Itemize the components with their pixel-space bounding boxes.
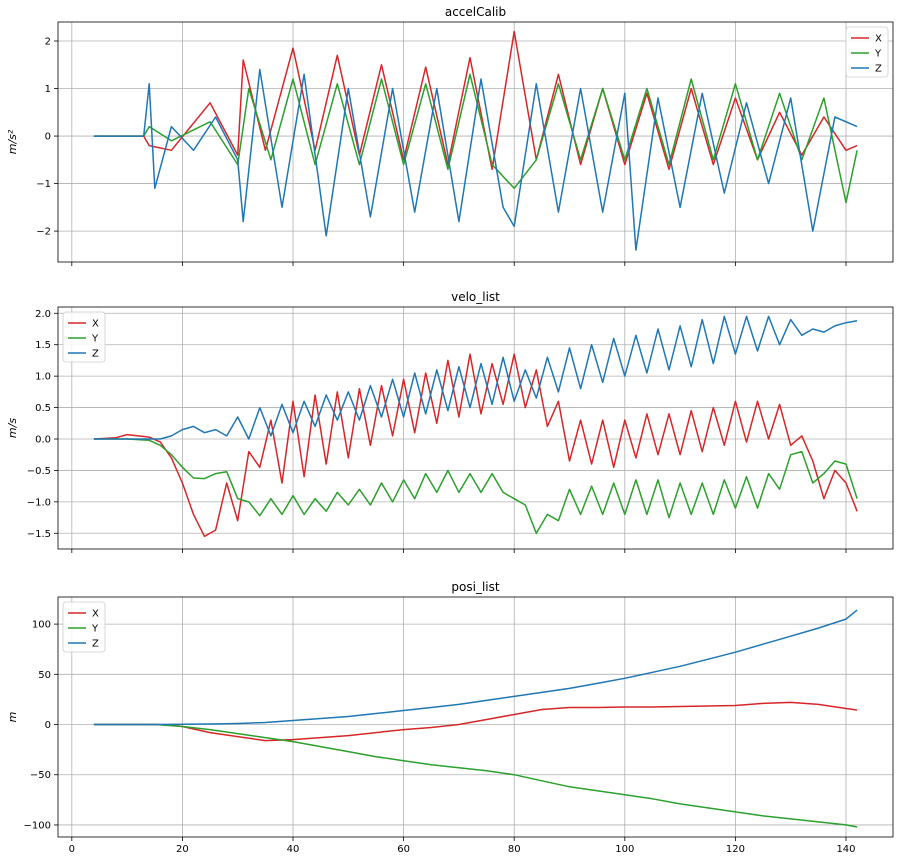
legend-box [62, 311, 106, 363]
legend-label-y: Y [91, 624, 99, 635]
series-line-x [93, 701, 858, 742]
series-line-y [93, 723, 858, 828]
y-tick-label: 1.0 [35, 372, 51, 383]
y-tick-label: 100 [32, 620, 51, 631]
legend-label-z: Z [92, 349, 99, 360]
legend-box [845, 26, 889, 78]
series-line-z [93, 609, 858, 726]
y-tick-label: −100 [24, 820, 51, 831]
legend-label-x: X [875, 34, 882, 45]
panel-0: −2 −1 0 1 2 accelCalib m/s² XYZ [6, 5, 894, 266]
legend-label-x: X [92, 319, 99, 330]
y-tick-label: 0 [45, 132, 51, 143]
panel-2: 0 20 40 60 80 100 120 140 −100 −50 0 50 100 posi_list… [6, 580, 894, 855]
legend-label-z: Z [92, 639, 99, 650]
y-tick-label: 2.0 [35, 309, 51, 320]
y-tick-label: −0.5 [27, 466, 51, 477]
y-axis-label: m/s [6, 418, 19, 438]
series-line-z [93, 315, 858, 440]
y-tick-label: 2 [45, 37, 51, 48]
y-tick-label: 50 [38, 670, 51, 681]
series-line-x [93, 353, 858, 538]
x-tick-label: 120 [726, 844, 745, 855]
legend-box [62, 601, 106, 653]
legend-label-x: X [92, 609, 99, 620]
y-tick-label: −2 [36, 227, 51, 238]
x-tick-label: 0 [69, 844, 75, 855]
chart-title: accelCalib [445, 5, 506, 19]
series-line-x [93, 30, 858, 171]
panel-1: −1.5 −1.0 −0.5 0.0 0.5 1.0 1.5 2.0 velo_list m/s X… [6, 290, 894, 553]
chart-title: posi_list [451, 580, 499, 594]
y-tick-label: 0.0 [35, 435, 51, 446]
y-tick-label: −50 [30, 770, 51, 781]
y-tick-label: 1.5 [35, 340, 51, 351]
y-tick-label: 0 [45, 720, 51, 731]
x-tick-label: 20 [176, 844, 189, 855]
x-tick-label: 100 [615, 844, 634, 855]
legend-label-y: Y [91, 334, 99, 345]
x-tick-label: 80 [508, 844, 521, 855]
y-tick-label: −1 [36, 179, 51, 190]
x-tick-label: 140 [836, 844, 855, 855]
series-line-z [93, 68, 858, 251]
y-axis-label: m/s² [6, 129, 19, 154]
x-tick-label: 60 [397, 844, 410, 855]
y-tick-label: −1.5 [27, 529, 51, 540]
series-line-y [93, 73, 858, 204]
y-axis-label: m [6, 712, 19, 723]
y-tick-label: 0.5 [35, 403, 51, 414]
legend-label-y: Y [874, 49, 882, 60]
axes-frame [57, 306, 894, 550]
y-tick-label: 1 [45, 84, 51, 95]
legend-label-z: Z [875, 64, 882, 75]
chart-title: velo_list [451, 290, 500, 304]
series-line-y [93, 438, 858, 535]
y-tick-label: −1.0 [27, 497, 51, 508]
axes-frame [57, 596, 894, 838]
axes-frame [57, 21, 894, 263]
x-tick-label: 40 [287, 844, 300, 855]
